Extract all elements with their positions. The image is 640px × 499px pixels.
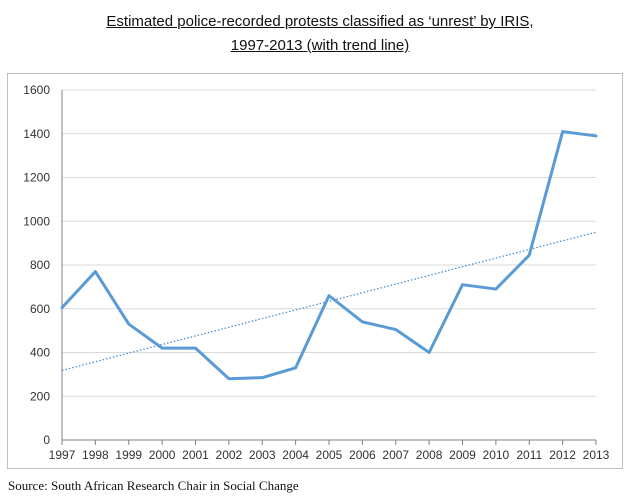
data-point [160,346,164,350]
x-tick-label: 2013 [583,448,610,462]
x-tick-label: 1998 [82,448,109,462]
source-note: Source: South African Research Chair in … [8,478,299,493]
x-tick-label: 2002 [216,448,243,462]
data-point [60,306,64,309]
data-point [327,294,331,297]
data-point [427,351,431,354]
x-tick-label: 2008 [416,448,443,462]
y-tick-label: 1000 [23,214,50,228]
chart-title-line-2: 1997-2013 (with trend line) [230,37,410,54]
chart-frame [7,73,623,469]
y-tick-label: 1200 [23,171,50,185]
data-point [294,366,297,370]
y-tick-label: 800 [30,258,50,272]
data-point [561,130,564,133]
y-tick-label: 400 [30,346,50,360]
y-tick-label: 200 [30,389,50,403]
data-point [594,134,598,138]
data-point [94,270,97,273]
chart-title: Estimated police-recorded protests class… [0,10,640,58]
trend-line [61,231,597,372]
x-tick-label: 2001 [182,448,209,462]
data-point [361,320,364,324]
data-point [127,322,130,326]
x-tick-label: 2005 [316,448,343,462]
x-tick-label: 2011 [516,448,542,462]
x-tick-label: 2006 [349,448,376,462]
data-point [528,253,531,257]
x-tick-label: 2007 [382,448,409,462]
chart-title-line-1: Estimated police-recorded protests class… [106,13,534,30]
y-tick-label: 1400 [23,127,50,141]
y-tick-label: 1600 [23,83,50,97]
x-tick-label: 1999 [115,448,142,462]
data-point [194,346,197,350]
data-point [227,377,231,380]
x-tick-label: 2012 [549,448,576,462]
y-tick-label: 0 [43,433,50,447]
x-tick-label: 2003 [249,448,276,462]
y-tick-label: 600 [30,302,50,316]
x-tick-label: 2010 [483,448,510,462]
series-line [60,130,598,381]
x-tick-label: 2009 [449,448,476,462]
data-point [394,328,397,331]
data-point [261,376,264,379]
x-tick-label: 2004 [282,448,309,462]
x-tick-label: 1997 [49,448,76,462]
x-tick-label: 2000 [149,448,176,462]
data-point [461,283,464,286]
data-point [494,287,498,291]
